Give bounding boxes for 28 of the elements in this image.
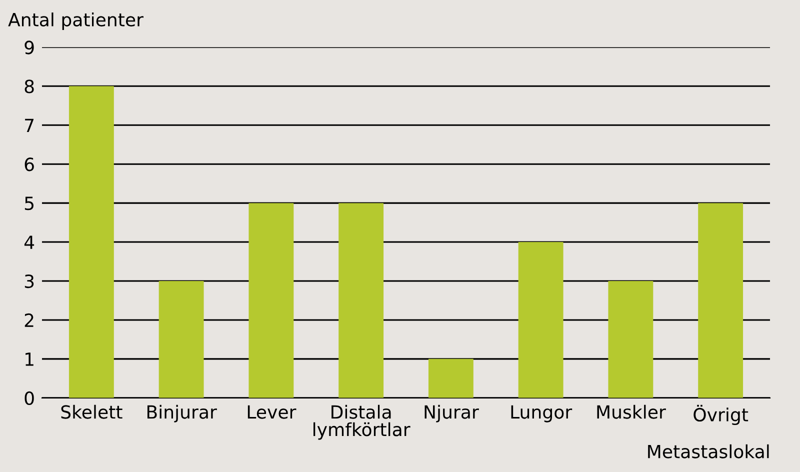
x-axis-title: Metastaslokal	[648, 444, 769, 458]
bar	[338, 203, 384, 398]
y-tick-label: 5	[24, 196, 34, 210]
bar	[608, 280, 654, 398]
y-tick-label: 7	[25, 118, 34, 132]
y-tick-label: 8	[24, 80, 34, 94]
y-tick-label: 4	[24, 236, 34, 249]
y-axis-title: Antal patienter	[8, 12, 144, 30]
bar	[428, 358, 474, 398]
x-tick-label: Distala lymfkörtlar	[314, 404, 410, 440]
x-tick-label: Skelett	[61, 404, 122, 419]
y-tick-label: 3	[24, 274, 34, 288]
y-tick-label: 0	[24, 391, 34, 406]
bar	[158, 280, 204, 398]
bar	[248, 203, 294, 398]
x-tick-label: Njurar	[424, 404, 479, 422]
bar	[68, 86, 114, 398]
y-tick-label: 9	[24, 40, 34, 54]
x-tick-label: Binjurar	[147, 404, 217, 422]
x-tick-label: Övrigt	[694, 404, 748, 426]
y-tick-label: 6	[24, 158, 34, 172]
bar	[518, 242, 564, 398]
x-tick-label: Lever	[248, 405, 296, 419]
bar	[698, 203, 744, 398]
x-tick-label: Muskler	[597, 404, 666, 419]
x-tick-label: Lungor	[511, 405, 572, 422]
y-tick-label: 2	[24, 313, 34, 327]
y-tick-label: 1	[26, 352, 34, 366]
